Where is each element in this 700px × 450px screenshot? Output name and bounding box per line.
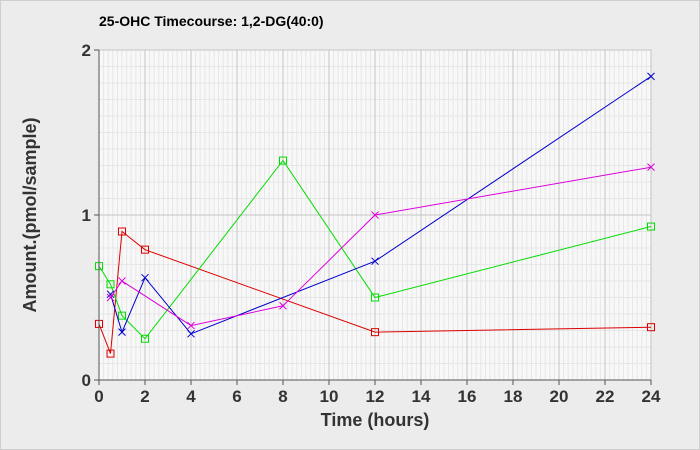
y-tick-label: 0 (82, 371, 91, 390)
x-tick-label: 12 (366, 387, 385, 406)
x-tick-label: 10 (320, 387, 339, 406)
x-marker (279, 301, 287, 310)
series-line (98, 230, 652, 354)
series-line (110, 166, 652, 327)
square-marker (141, 334, 149, 343)
x-marker (106, 293, 115, 302)
x-tick-label: 6 (232, 387, 241, 406)
x-marker (187, 321, 195, 330)
series-2 (106, 72, 655, 338)
x-marker (106, 290, 115, 299)
square-marker (106, 280, 115, 289)
x-tick-label: 2 (140, 387, 149, 406)
x-tick-label: 22 (596, 387, 615, 406)
series-line (98, 159, 652, 340)
square-marker (279, 156, 287, 165)
series-line (110, 75, 652, 335)
x-tick-label: 16 (458, 387, 477, 406)
square-marker (647, 222, 655, 231)
series-layer (95, 72, 655, 358)
x-marker (118, 277, 126, 285)
x-tick-label: 24 (642, 387, 661, 406)
square-marker (647, 323, 655, 332)
x-tick-label: 20 (550, 387, 569, 406)
y-tick-labels: 0 1 2 (82, 41, 99, 390)
y-axis-label: Amount.(pmol/sample) (20, 117, 40, 312)
x-tick-label: 8 (278, 387, 287, 406)
x-tick-label: 4 (186, 387, 196, 406)
x-tick-labels: 0 2 4 6 8 10 12 14 16 18 20 22 24 (94, 380, 661, 406)
y-tick-label: 1 (82, 206, 91, 225)
x-marker (187, 329, 195, 338)
series-1 (95, 156, 655, 343)
x-marker (647, 163, 655, 172)
square-marker (118, 311, 126, 320)
square-marker (371, 328, 379, 337)
x-marker (647, 72, 655, 81)
x-axis-label: Time (hours) (321, 410, 430, 430)
x-tick-label: 0 (94, 387, 103, 406)
y-tick-label: 2 (82, 41, 91, 60)
x-marker (118, 328, 126, 337)
square-marker (371, 293, 379, 302)
x-tick-label: 18 (504, 387, 523, 406)
square-marker (118, 227, 126, 236)
x-marker (141, 273, 149, 282)
square-marker (141, 245, 149, 254)
x-tick-label: 14 (412, 387, 431, 406)
square-marker (106, 349, 115, 358)
chart-title: 25-OHC Timecourse: 1,2-DG(40:0) (99, 13, 324, 29)
series-3 (106, 163, 655, 330)
x-marker (371, 211, 379, 219)
x-marker (371, 257, 379, 266)
